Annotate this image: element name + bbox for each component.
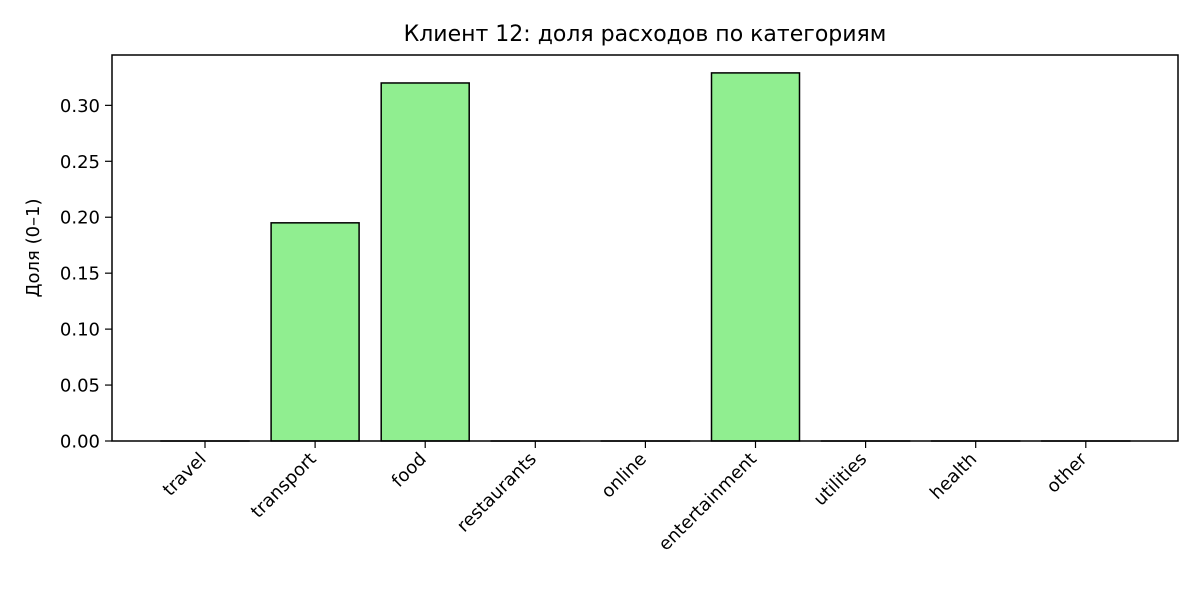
bar-entertainment	[710, 72, 801, 442]
y-axis-label: Доля (0–1)	[23, 198, 44, 297]
y-tick-label: 0.15	[60, 264, 100, 285]
bar-transport	[270, 222, 360, 442]
y-tick-label: 0.30	[60, 96, 100, 117]
y-tick-label: 0.00	[60, 432, 100, 453]
y-tick-label: 0.20	[60, 208, 100, 229]
y-tick-label: 0.05	[60, 376, 100, 397]
plot-frame	[111, 54, 1179, 442]
bar-food	[380, 82, 470, 442]
y-tick-label: 0.25	[60, 152, 100, 173]
y-tick-label: 0.10	[60, 320, 100, 341]
y-axis-ticks: 0.00 0.05 0.10 0.15 0.20 0.25 0.30	[60, 96, 112, 453]
chart-title: Клиент 12: доля расходов по категориям	[404, 22, 887, 47]
